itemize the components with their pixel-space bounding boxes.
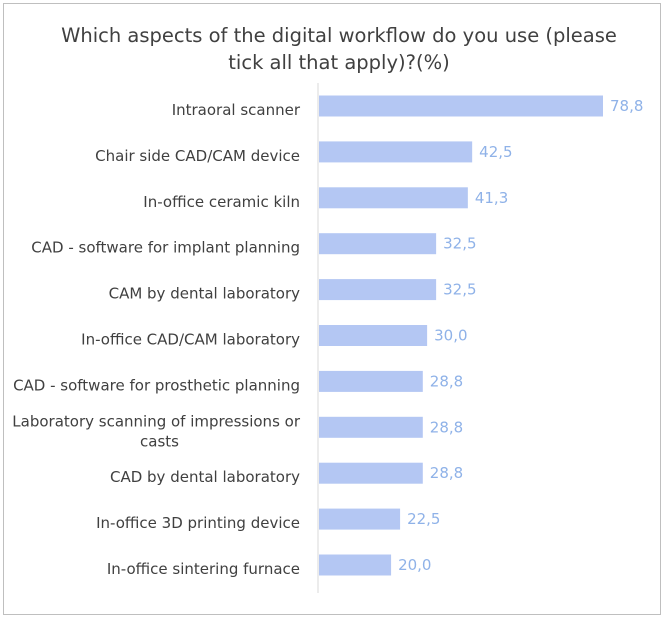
value-label-10: 20,0	[398, 556, 431, 574]
bar-4	[319, 279, 437, 301]
bar-7	[319, 416, 423, 438]
bar-10	[319, 554, 392, 576]
bar-2	[319, 187, 468, 209]
bar-9	[319, 508, 401, 530]
bar-1	[319, 141, 473, 163]
bar-8	[319, 462, 423, 484]
value-label-5: 30,0	[434, 327, 467, 345]
chart-title: Which aspects of the digital workflow do…	[44, 22, 634, 76]
category-label-9: In-office 3D printing device	[96, 514, 300, 532]
value-label-1: 42,5	[479, 143, 512, 161]
value-label-3: 32,5	[443, 235, 476, 253]
bar-5	[319, 325, 428, 346]
chart-title-line-1: Which aspects of the digital workflow do…	[61, 24, 617, 47]
category-label-7-line-1: Laboratory scanning of impressions or	[12, 412, 301, 430]
bar-3	[319, 233, 437, 255]
bar-0	[319, 95, 603, 117]
category-label-8: CAD by dental laboratory	[110, 468, 300, 486]
bar-6	[319, 370, 423, 392]
value-label-6: 28,8	[430, 372, 463, 390]
value-label-2: 41,3	[475, 189, 508, 207]
category-label-3: CAD - software for implant planning	[31, 239, 300, 257]
chart-title-line-2: tick all that apply)?(%)	[228, 51, 450, 74]
value-label-9: 22,5	[407, 510, 440, 528]
value-label-4: 32,5	[443, 281, 476, 299]
category-label-4: CAM by dental laboratory	[109, 285, 301, 303]
value-label-7: 28,8	[430, 418, 463, 436]
value-label-0: 78,8	[610, 97, 643, 115]
category-label-10: In-office sintering furnace	[107, 560, 300, 578]
category-label-2: In-office ceramic kiln	[143, 193, 300, 211]
category-label-7-line-2: casts	[140, 432, 179, 450]
category-label-0: Intraoral scanner	[172, 101, 301, 119]
value-label-8: 28,8	[430, 464, 463, 482]
category-label-5: In-office CAD/CAM laboratory	[81, 331, 300, 349]
category-label-1: Chair side CAD/CAM device	[95, 147, 300, 165]
category-label-6: CAD - software for prosthetic planning	[13, 376, 300, 394]
